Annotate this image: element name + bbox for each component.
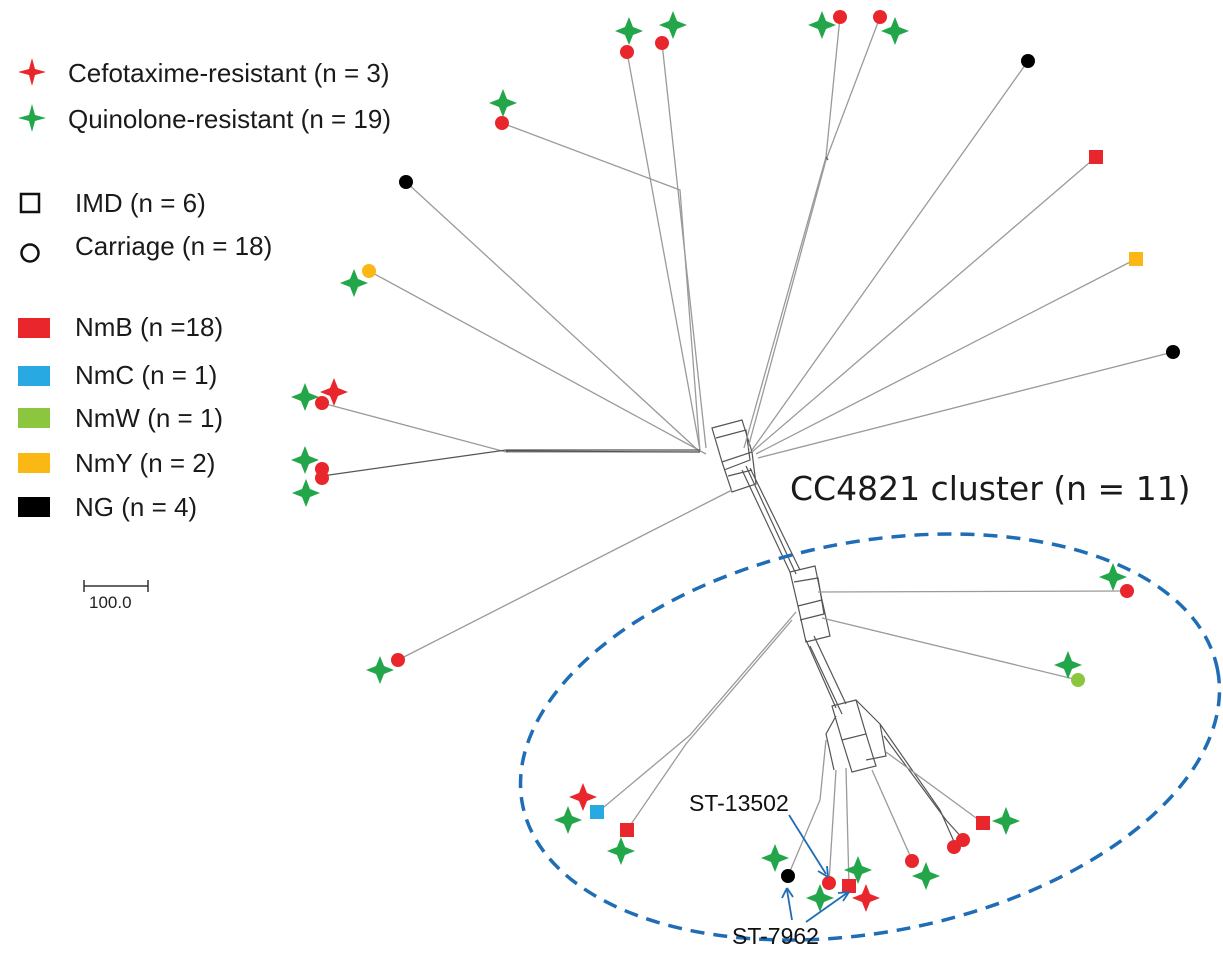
annotation-st13502: ST-13502 (689, 790, 829, 878)
legend-nmy-label: NmY (n = 2) (75, 448, 215, 478)
quinolone-star-icon (291, 383, 319, 411)
legend-imd-label: IMD (n = 6) (75, 188, 206, 218)
carriage-node (822, 876, 836, 890)
nmb-swatch-icon (18, 318, 50, 338)
quinolone-star-icon (1099, 563, 1127, 591)
scale-bar: 100.0 (83, 580, 149, 612)
legend-nmc: NmC (n = 1) (18, 360, 217, 390)
quinolone-star-icon (554, 806, 582, 834)
legend-nmy: NmY (n = 2) (18, 448, 215, 478)
quinolone-star-icon (992, 807, 1020, 835)
quinolone-star-icon (607, 837, 635, 865)
carriage-node (1071, 673, 1085, 687)
cefotaxime-star-icon (320, 378, 348, 406)
st7962-arrow-right (805, 892, 848, 923)
legend-nmb: NmB (n =18) (18, 312, 223, 342)
legend-imd: IMD (n = 6) (19, 188, 206, 218)
scale-bar-label: 100.0 (89, 593, 132, 612)
carriage-node (399, 175, 413, 189)
quinolone-star-icon (1054, 651, 1082, 679)
carriage-node (655, 36, 669, 50)
circle-outline-icon (20, 243, 40, 263)
carriage-node (833, 10, 847, 24)
green-star-icon (18, 104, 46, 132)
imd-node (1089, 150, 1103, 164)
cefotaxime-star-icon (569, 783, 597, 811)
legend-quinolone: Quinolone-resistant (n = 19) (18, 104, 391, 134)
imd-node (842, 879, 856, 893)
imd-node (976, 816, 990, 830)
quinolone-star-icon (615, 17, 643, 45)
quinolone-star-icon (808, 11, 836, 39)
carriage-node (873, 10, 887, 24)
legend-quinolone-label: Quinolone-resistant (n = 19) (68, 104, 391, 134)
cefotaxime-star-icon (852, 884, 880, 912)
imd-node (620, 823, 634, 837)
st7962-arrowhead-left-icon (781, 887, 794, 899)
quinolone-star-icon (881, 17, 909, 45)
legend-nmw-label: NmW (n = 1) (75, 403, 223, 433)
ng-swatch-icon (18, 497, 50, 517)
quinolone-star-icon (366, 656, 394, 684)
carriage-node (1120, 584, 1134, 598)
quinolone-star-icon (291, 446, 319, 474)
legend-carriage: Carriage (n = 18) (20, 231, 272, 263)
quinolone-star-icon (912, 862, 940, 890)
quinolone-star-icon (844, 856, 872, 884)
legend-ng: NG (n = 4) (18, 492, 197, 522)
legend-nmb-label: NmB (n =18) (75, 312, 223, 342)
st7962-arrowhead-right-icon (837, 891, 850, 902)
carriage-node (905, 854, 919, 868)
carriage-node (315, 471, 329, 485)
carriage-node (362, 264, 376, 278)
nmc-swatch-icon (18, 366, 50, 386)
legend-nmw: NmW (n = 1) (18, 403, 223, 433)
quinolone-star-icon (806, 884, 834, 912)
resistance-stars (291, 11, 1127, 912)
quinolone-star-icon (489, 89, 517, 117)
legend-nmc-label: NmC (n = 1) (75, 360, 217, 390)
imd-node (1129, 252, 1143, 266)
st7962-label: ST-7962 (732, 923, 819, 949)
network-edges (321, 16, 1174, 887)
red-star-icon (18, 58, 46, 86)
carriage-node (781, 869, 795, 883)
nmy-swatch-icon (18, 453, 50, 473)
legend-cefotaxime-label: Cefotaxime-resistant (n = 3) (68, 58, 390, 88)
st13502-arrow (788, 814, 827, 875)
quinolone-star-icon (659, 11, 687, 39)
quinolone-star-icon (761, 844, 789, 872)
st13502-arrowhead-icon (817, 865, 829, 878)
carriage-node (315, 396, 329, 410)
st7962-arrow-left (786, 889, 793, 921)
imd-node (590, 805, 604, 819)
carriage-node (620, 45, 634, 59)
nmw-swatch-icon (18, 408, 50, 428)
carriage-node (1166, 345, 1180, 359)
quinolone-star-icon (292, 479, 320, 507)
annotation-st7962: ST-7962 (732, 887, 850, 949)
cluster-label: CC4821 cluster (n = 11) (790, 469, 1191, 508)
st13502-label: ST-13502 (689, 790, 789, 816)
quinolone-star-icon (340, 269, 368, 297)
carriage-node (495, 116, 509, 130)
cluster-ellipse (518, 532, 1222, 942)
carriage-node (391, 653, 405, 667)
legend: Cefotaxime-resistant (n = 3) Quinolone-r… (18, 58, 391, 522)
carriage-node (1021, 54, 1035, 68)
legend-cefotaxime: Cefotaxime-resistant (n = 3) (18, 58, 390, 88)
network-nodes (315, 10, 1180, 893)
carriage-node (947, 840, 961, 854)
square-outline-icon (19, 192, 41, 214)
legend-carriage-label: Carriage (n = 18) (75, 231, 272, 261)
legend-ng-label: NG (n = 4) (75, 492, 197, 522)
